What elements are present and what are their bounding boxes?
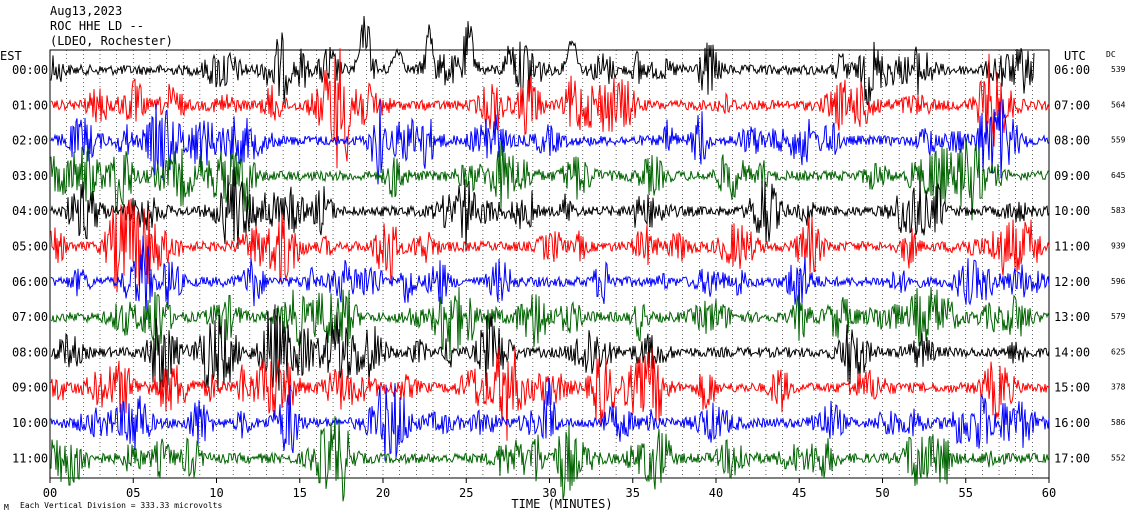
utc-hour-label: 08:00 (1054, 134, 1090, 148)
est-hour-label: 06:00 (12, 275, 48, 289)
trace-line-10:00 (50, 378, 1050, 461)
x-tick-label: 25 (459, 486, 473, 500)
header-date: Aug13,2023 (50, 4, 123, 18)
x-tick-label: 10 (209, 486, 223, 500)
est-hour-label: 07:00 (12, 310, 48, 324)
x-tick-label: 50 (875, 486, 889, 500)
dc-offset-label: 596 (1111, 277, 1126, 286)
x-axis-label: TIME (MINUTES) (511, 497, 612, 511)
trace-line-08:00 (50, 304, 1050, 395)
est-hour-label: 00:00 (12, 63, 48, 77)
dc-offset-label: 625 (1111, 347, 1126, 356)
x-tick-label: 05 (126, 486, 140, 500)
header-station: ROC HHE LD -- (50, 19, 144, 33)
utc-hour-label: 14:00 (1054, 345, 1090, 359)
x-tick-label: 45 (792, 486, 806, 500)
dc-offset-label: 564 (1111, 100, 1126, 109)
est-hour-label: 03:00 (12, 169, 48, 183)
trace-line-07:00 (50, 286, 1050, 359)
dc-offset-label: 559 (1111, 136, 1126, 145)
est-hour-label: 09:00 (12, 381, 48, 395)
x-tick-label: 30 (542, 486, 556, 500)
x-tick-label: 15 (293, 486, 307, 500)
utc-hour-label: 13:00 (1054, 310, 1090, 324)
utc-hour-label: 15:00 (1054, 381, 1090, 395)
utc-hour-label: 17:00 (1054, 451, 1090, 465)
dc-offset-label: 586 (1111, 418, 1126, 427)
est-axis-title: EST (0, 49, 22, 63)
dc-axis-title: DC (1106, 50, 1116, 59)
x-tick-label: 55 (959, 486, 973, 500)
x-tick-label: 00 (43, 486, 57, 500)
trace-line-04:00 (50, 166, 1050, 252)
dc-offset-label: 539 (1111, 65, 1126, 74)
header-network: (LDEO, Rochester) (50, 34, 173, 48)
dc-offset-label: 645 (1111, 171, 1126, 180)
dc-offset-label: 583 (1111, 206, 1126, 215)
utc-hour-label: 09:00 (1054, 169, 1090, 183)
trace-line-02:00 (50, 99, 1050, 185)
utc-hour-label: 06:00 (1054, 63, 1090, 77)
corner-mark: M (4, 503, 9, 512)
utc-hour-label: 16:00 (1054, 416, 1090, 430)
trace-line-00:00 (50, 15, 1035, 106)
est-hour-label: 10:00 (12, 416, 48, 430)
x-tick-label: 20 (376, 486, 390, 500)
est-hour-label: 04:00 (12, 204, 48, 218)
est-hour-label: 05:00 (12, 240, 48, 254)
utc-hour-label: 10:00 (1054, 204, 1090, 218)
utc-hour-label: 11:00 (1054, 240, 1090, 254)
dc-offset-label: 939 (1111, 242, 1126, 251)
utc-hour-label: 07:00 (1054, 98, 1090, 112)
x-tick-label: 40 (709, 486, 723, 500)
scale-note: Each Vertical Division = 333.33 microvol… (20, 501, 222, 510)
est-hour-label: 11:00 (12, 451, 48, 465)
dc-offset-label: 552 (1111, 453, 1126, 462)
trace-line-06:00 (50, 235, 1050, 323)
est-hour-label: 02:00 (12, 134, 48, 148)
trace-line-11:00 (50, 416, 1050, 502)
utc-axis-title: UTC (1064, 49, 1086, 63)
utc-hour-label: 12:00 (1054, 275, 1090, 289)
trace-line-01:00 (50, 48, 1050, 169)
trace-line-03:00 (50, 138, 1050, 221)
dc-offset-label: 579 (1111, 312, 1126, 321)
x-tick-label: 60 (1042, 486, 1056, 500)
est-hour-label: 08:00 (12, 345, 48, 359)
dc-offset-label: 378 (1111, 383, 1126, 392)
est-hour-label: 01:00 (12, 98, 48, 112)
x-tick-label: 35 (626, 486, 640, 500)
trace-line-05:00 (50, 198, 1050, 293)
